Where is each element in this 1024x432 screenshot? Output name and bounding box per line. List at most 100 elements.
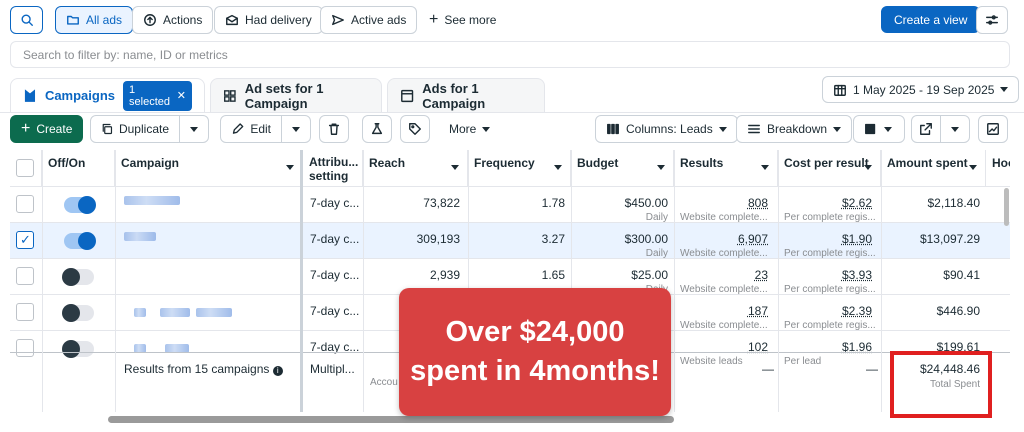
test-button[interactable] — [362, 115, 392, 143]
campaign-toggle[interactable] — [64, 196, 96, 214]
campaign-toggle[interactable] — [64, 232, 96, 250]
chevron-down-icon — [190, 126, 198, 132]
attribution-cell: 7-day c... — [310, 232, 360, 246]
chevron-down-icon — [554, 165, 562, 170]
envelope-icon — [226, 14, 238, 26]
frequency-cell: 3.27 — [541, 232, 565, 246]
create-button[interactable]: + Create — [10, 115, 84, 143]
cost-per-result-cell[interactable]: $2.62 — [841, 196, 872, 210]
redacted-campaign-name — [134, 344, 146, 353]
actions-button[interactable]: Actions — [132, 6, 214, 34]
row-checkbox[interactable] — [16, 231, 34, 249]
selected-chip-label: 1 selected — [129, 83, 170, 108]
had-delivery-button[interactable]: Had delivery — [214, 6, 323, 34]
close-icon[interactable]: ✕ — [176, 90, 186, 102]
results-sub: Website complete... — [680, 248, 768, 259]
summary-spent: $24,448.46 — [919, 362, 980, 376]
results-cell[interactable]: 23 — [754, 268, 768, 282]
view-settings-button[interactable] — [976, 6, 1008, 34]
chevron-down-icon — [864, 165, 872, 170]
results-cell[interactable]: 187 — [747, 304, 768, 318]
callout-banner: Over $24,000 spent in 4months! — [399, 288, 671, 416]
select-all-checkbox[interactable] — [16, 159, 34, 177]
export-dropdown[interactable] — [940, 115, 970, 143]
col-cost-per-result[interactable]: Cost per result — [778, 150, 881, 186]
all-ads-button[interactable]: All ads — [55, 6, 134, 34]
tag-icon — [409, 123, 421, 135]
chevron-down-icon — [482, 126, 491, 132]
tab-ads[interactable]: Ads for 1 Campaign — [387, 78, 545, 112]
edit-dropdown[interactable] — [281, 115, 311, 143]
table-row[interactable] — [10, 186, 1010, 223]
col-campaign[interactable]: Campaign — [115, 150, 303, 186]
table-row[interactable] — [10, 222, 1010, 259]
results-cell[interactable]: 808 — [747, 196, 768, 210]
chevron-down-icon — [657, 165, 665, 170]
filter-search-input[interactable]: Search to filter by: name, ID or metrics — [10, 41, 1010, 68]
send-icon — [332, 14, 344, 26]
selected-chip[interactable]: 1 selected ✕ — [123, 80, 192, 111]
campaign-toggle[interactable] — [62, 340, 94, 358]
breakdown-label: Breakdown — [767, 122, 828, 136]
campaign-toggle[interactable] — [62, 304, 94, 322]
had-delivery-label: Had delivery — [245, 13, 312, 27]
ad-icon — [401, 89, 414, 102]
see-more-button[interactable]: + See more — [418, 6, 507, 34]
more-button[interactable]: More — [438, 115, 501, 143]
col-amount-spent[interactable]: Amount spent — [881, 150, 986, 186]
edit-button[interactable]: Edit — [220, 115, 282, 143]
row-checkbox[interactable] — [16, 195, 34, 213]
info-icon[interactable]: i — [272, 366, 283, 376]
tab-ad-sets[interactable]: Ad sets for 1 Campaign — [210, 78, 382, 112]
see-more-label: See more — [444, 13, 497, 27]
create-view-button[interactable]: Create a view — [881, 6, 981, 33]
charts-button[interactable] — [978, 115, 1008, 143]
row-checkbox[interactable] — [16, 303, 34, 321]
col-off-on[interactable]: Off/On — [42, 150, 115, 186]
results-sub: Website complete... — [680, 284, 768, 295]
campaign-toggle[interactable] — [62, 268, 94, 286]
reports-button[interactable] — [853, 115, 905, 143]
duplicate-dropdown[interactable] — [179, 115, 209, 143]
col-frequency[interactable]: Frequency — [468, 150, 571, 186]
col-results[interactable]: Results — [674, 150, 778, 186]
search-button[interactable] — [10, 6, 43, 34]
tag-button[interactable] — [400, 115, 430, 143]
results-cell[interactable]: 102 — [747, 340, 768, 354]
date-range-picker[interactable]: 1 May 2025 - 19 Sep 2025 — [822, 76, 1020, 103]
col-attribution[interactable]: Attribu... setting — [303, 150, 363, 186]
col-reach[interactable]: Reach — [363, 150, 468, 186]
cost-per-result-cell[interactable]: $1.96 — [841, 340, 872, 354]
cost-per-result-cell[interactable]: $3.93 — [841, 268, 872, 282]
reach-cell: 309,193 — [416, 232, 460, 246]
col-budget[interactable]: Budget — [571, 150, 674, 186]
col-campaign-label: Campaign — [121, 156, 180, 170]
cost-per-result-sub: Per complete regis... — [784, 248, 876, 259]
amount-spent-cell: $90.41 — [943, 268, 980, 282]
edit-label: Edit — [250, 122, 271, 136]
results-sub: Website complete... — [680, 212, 768, 223]
cost-per-result-sub: Per complete regis... — [784, 320, 876, 331]
duplicate-button[interactable]: Duplicate — [90, 115, 180, 143]
cost-per-result-cell[interactable]: $1.90 — [841, 232, 872, 246]
tab-campaigns[interactable]: Campaigns 1 selected ✕ — [10, 78, 205, 112]
cost-per-result-cell[interactable]: $2.39 — [841, 304, 872, 318]
frozen-divider[interactable] — [300, 150, 303, 412]
export-button[interactable] — [911, 115, 941, 143]
active-ads-button[interactable]: Active ads — [320, 6, 418, 34]
table-row[interactable] — [10, 258, 1010, 295]
row-checkbox[interactable] — [16, 267, 34, 285]
search-icon — [20, 14, 33, 26]
duplicate-label: Duplicate — [118, 122, 169, 136]
breakdown-button[interactable]: Breakdown — [736, 115, 853, 143]
columns-button[interactable]: Columns: Leads — [595, 115, 738, 143]
results-cell[interactable]: 6,907 — [737, 232, 768, 246]
col-hoo[interactable]: Hoo — [986, 150, 1010, 186]
budget-cell: $300.00 — [624, 232, 668, 246]
toggle-knob — [62, 268, 80, 286]
vertical-scrollbar[interactable] — [1004, 188, 1009, 226]
delete-button[interactable] — [319, 115, 349, 143]
redacted-campaign-name — [134, 308, 146, 317]
horizontal-scrollbar[interactable] — [108, 416, 674, 423]
